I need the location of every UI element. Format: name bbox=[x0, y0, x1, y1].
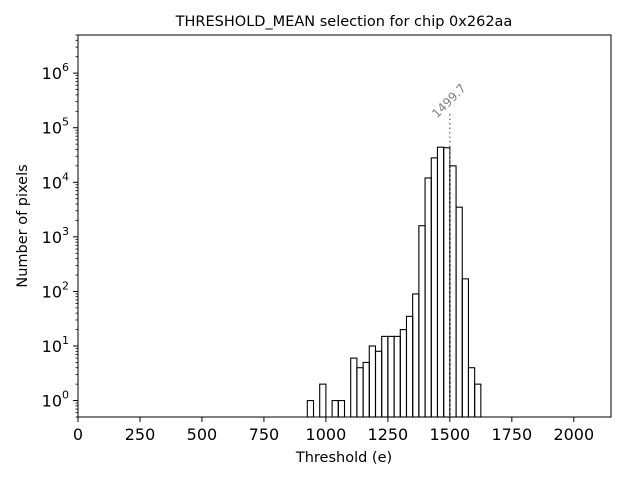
plot-frame bbox=[77, 34, 612, 418]
chart-title: THRESHOLD_MEAN selection for chip 0x262a… bbox=[175, 14, 513, 30]
x-tick-label: 250 bbox=[125, 425, 156, 444]
x-tick-label: 1500 bbox=[430, 425, 471, 444]
y-tick-label: 102 bbox=[42, 279, 69, 301]
x-tick-label: 750 bbox=[249, 425, 280, 444]
x-tick-label: 0 bbox=[73, 425, 83, 444]
y-tick-label: 104 bbox=[42, 170, 69, 192]
y-axis-label: Number of pixels bbox=[15, 164, 31, 287]
x-tick-label: 1750 bbox=[491, 425, 532, 444]
x-tick-label: 1000 bbox=[306, 425, 347, 444]
y-tick-label: 100 bbox=[42, 389, 69, 411]
y-tick-label: 101 bbox=[42, 334, 69, 356]
y-tick-label: 106 bbox=[42, 61, 69, 83]
y-axis: 100 101 102 103 104 105 106 bbox=[42, 34, 78, 418]
y-tick-label: 105 bbox=[42, 116, 69, 138]
x-tick-label: 1250 bbox=[368, 425, 409, 444]
y-tick-label: 103 bbox=[42, 225, 69, 247]
x-axis-label: Threshold (e) bbox=[295, 450, 392, 466]
x-axis: 0 250 500 750 1000 1250 1500 1750 2000 bbox=[73, 417, 594, 444]
x-tick-label: 500 bbox=[187, 425, 218, 444]
x-tick-label: 2000 bbox=[553, 425, 594, 444]
